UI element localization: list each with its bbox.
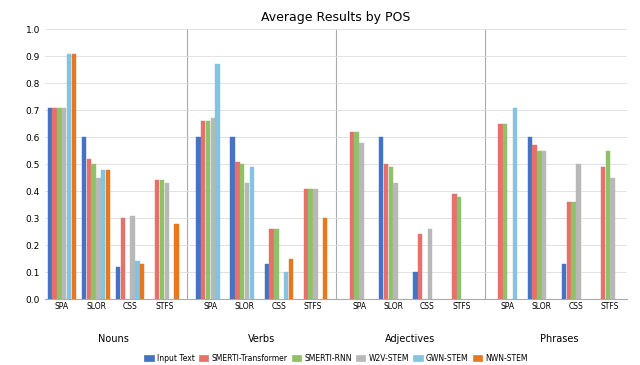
- Bar: [576, 164, 580, 299]
- Bar: [211, 118, 215, 299]
- Bar: [499, 124, 502, 299]
- Bar: [394, 183, 398, 299]
- Bar: [413, 272, 417, 299]
- Bar: [86, 159, 91, 299]
- Bar: [201, 121, 205, 299]
- Bar: [96, 178, 100, 299]
- Bar: [52, 108, 57, 299]
- Bar: [245, 183, 249, 299]
- Bar: [216, 64, 220, 299]
- Bar: [349, 132, 354, 299]
- Bar: [140, 264, 145, 299]
- Bar: [572, 202, 576, 299]
- Bar: [57, 108, 61, 299]
- Bar: [236, 162, 239, 299]
- Bar: [601, 167, 605, 299]
- Bar: [164, 183, 169, 299]
- Bar: [174, 224, 179, 299]
- Text: Nouns: Nouns: [98, 334, 129, 345]
- Bar: [388, 167, 393, 299]
- Bar: [82, 137, 86, 299]
- Bar: [532, 145, 537, 299]
- Bar: [503, 124, 508, 299]
- Bar: [605, 151, 610, 299]
- Bar: [313, 189, 317, 299]
- Bar: [289, 259, 293, 299]
- Bar: [355, 132, 359, 299]
- Bar: [308, 189, 313, 299]
- Bar: [116, 267, 120, 299]
- Bar: [121, 218, 125, 299]
- Title: Average Results by POS: Average Results by POS: [261, 11, 411, 24]
- Bar: [284, 272, 288, 299]
- Bar: [428, 229, 432, 299]
- Bar: [513, 108, 517, 299]
- Bar: [452, 194, 456, 299]
- Bar: [206, 121, 211, 299]
- Bar: [379, 137, 383, 299]
- Bar: [47, 108, 52, 299]
- Bar: [537, 151, 541, 299]
- Bar: [240, 164, 244, 299]
- Bar: [135, 261, 140, 299]
- Bar: [323, 218, 327, 299]
- Bar: [457, 197, 461, 299]
- Text: Verbs: Verbs: [248, 334, 275, 345]
- Text: Phrases: Phrases: [540, 334, 578, 345]
- Bar: [62, 108, 67, 299]
- Bar: [542, 151, 547, 299]
- Bar: [67, 54, 71, 299]
- Bar: [611, 178, 615, 299]
- Bar: [106, 170, 110, 299]
- Bar: [269, 229, 274, 299]
- Bar: [527, 137, 532, 299]
- Text: Adjectives: Adjectives: [385, 334, 435, 345]
- Bar: [72, 54, 76, 299]
- Bar: [131, 216, 135, 299]
- Bar: [562, 264, 566, 299]
- Bar: [101, 170, 106, 299]
- Bar: [230, 137, 235, 299]
- Bar: [196, 137, 201, 299]
- Bar: [566, 202, 571, 299]
- Bar: [303, 189, 308, 299]
- Bar: [264, 264, 269, 299]
- Bar: [274, 229, 278, 299]
- Bar: [92, 164, 96, 299]
- Bar: [359, 143, 364, 299]
- Bar: [384, 164, 388, 299]
- Bar: [250, 167, 254, 299]
- Bar: [418, 234, 422, 299]
- Legend: Input Text, SMERTI-Transformer, SMERTI-RNN, W2V-STEM, GWN-STEM, NWN-STEM: Input Text, SMERTI-Transformer, SMERTI-R…: [141, 351, 531, 365]
- Bar: [160, 180, 164, 299]
- Bar: [155, 180, 159, 299]
